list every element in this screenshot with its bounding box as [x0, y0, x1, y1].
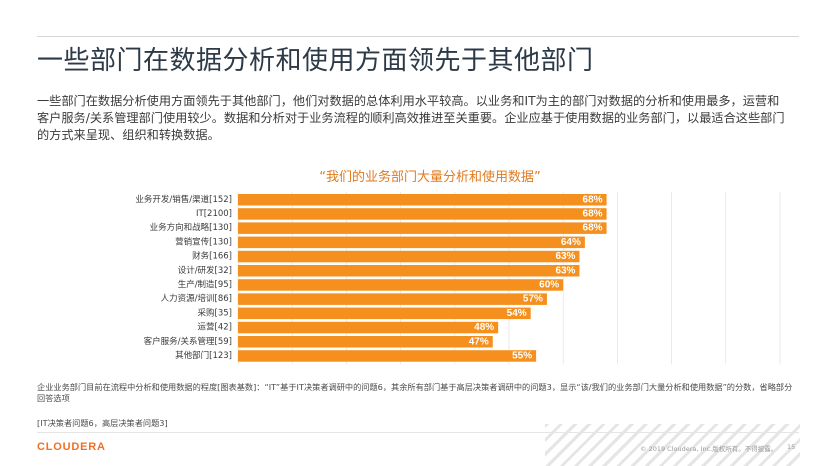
category-label: 其他部门[123]	[175, 350, 232, 361]
copyright-text: © 2019 Cloudera, Inc.版权所有。不得披露。	[640, 445, 778, 453]
bar	[238, 321, 499, 334]
bar	[238, 194, 607, 206]
value-label: 68%	[583, 223, 603, 234]
category-label: 采购[35]	[198, 307, 232, 318]
category-label: 生产/制造[95]	[178, 279, 232, 290]
bar	[238, 307, 531, 320]
value-label: 64%	[561, 237, 581, 248]
chart-title: “我们的业务部门大量分析和使用数据”	[319, 170, 541, 185]
bar	[238, 350, 537, 362]
chart-footnote: 企业业务部门目前在流程中分析和使用数据的程度[图表基数]：“IT”基于IT决策者…	[37, 382, 793, 403]
category-label: 设计/研发[32]	[178, 265, 232, 276]
bar	[238, 236, 585, 249]
department-bar-chart: 业务开发/销售/渠道[152] 68% IT[2100] 68% 业务方向和战略[130…	[135, 192, 781, 365]
chart-gridlines	[237, 192, 781, 365]
category-label: IT[2100]	[196, 209, 232, 219]
bar	[238, 250, 580, 263]
value-label: 57%	[523, 294, 543, 305]
page-number: 15	[787, 443, 796, 451]
top-divider	[37, 36, 799, 37]
category-label: 业务方向和战略[130]	[150, 222, 232, 233]
category-label: 财务[166]	[192, 251, 232, 262]
category-label: 业务开发/销售/渠道[152]	[135, 194, 232, 205]
chart-bars: 业务开发/销售/渠道[152] 68% IT[2100] 68% 业务方向和战略[130…	[135, 194, 607, 362]
bar	[238, 293, 547, 305]
category-label: 运营[42]	[198, 322, 232, 333]
value-label: 55%	[512, 350, 532, 361]
category-label: 营销宣传[130]	[175, 236, 232, 247]
bar	[238, 336, 493, 348]
decorative-stripes	[545, 424, 800, 466]
value-label: 68%	[583, 208, 603, 219]
value-label: 47%	[469, 336, 489, 347]
bar	[238, 265, 580, 277]
category-label: 客户服务/关系管理[59]	[144, 336, 232, 347]
page-title: 一些部门在数据分析和使用方面领先于其他部门	[37, 46, 594, 76]
value-label: 60%	[539, 279, 559, 290]
intro-paragraph: 一些部门在数据分析使用方面领先于其他部门，他们对数据的总体利用水平较高。以业务和…	[37, 94, 785, 142]
bar	[238, 208, 607, 220]
bar	[238, 279, 564, 291]
bottom-divider	[37, 432, 799, 433]
cloudera-logo: CLOUDERA	[37, 441, 106, 453]
bar	[238, 222, 607, 234]
survey-basis-note: [IT决策者问题6，高层决策者问题3]	[37, 418, 168, 428]
category-label: 人力资源/培训[86]	[161, 293, 232, 304]
value-label: 68%	[583, 194, 603, 205]
value-label: 48%	[474, 322, 494, 333]
value-label: 54%	[507, 308, 527, 319]
value-label: 63%	[555, 251, 575, 262]
value-label: 63%	[555, 265, 575, 276]
